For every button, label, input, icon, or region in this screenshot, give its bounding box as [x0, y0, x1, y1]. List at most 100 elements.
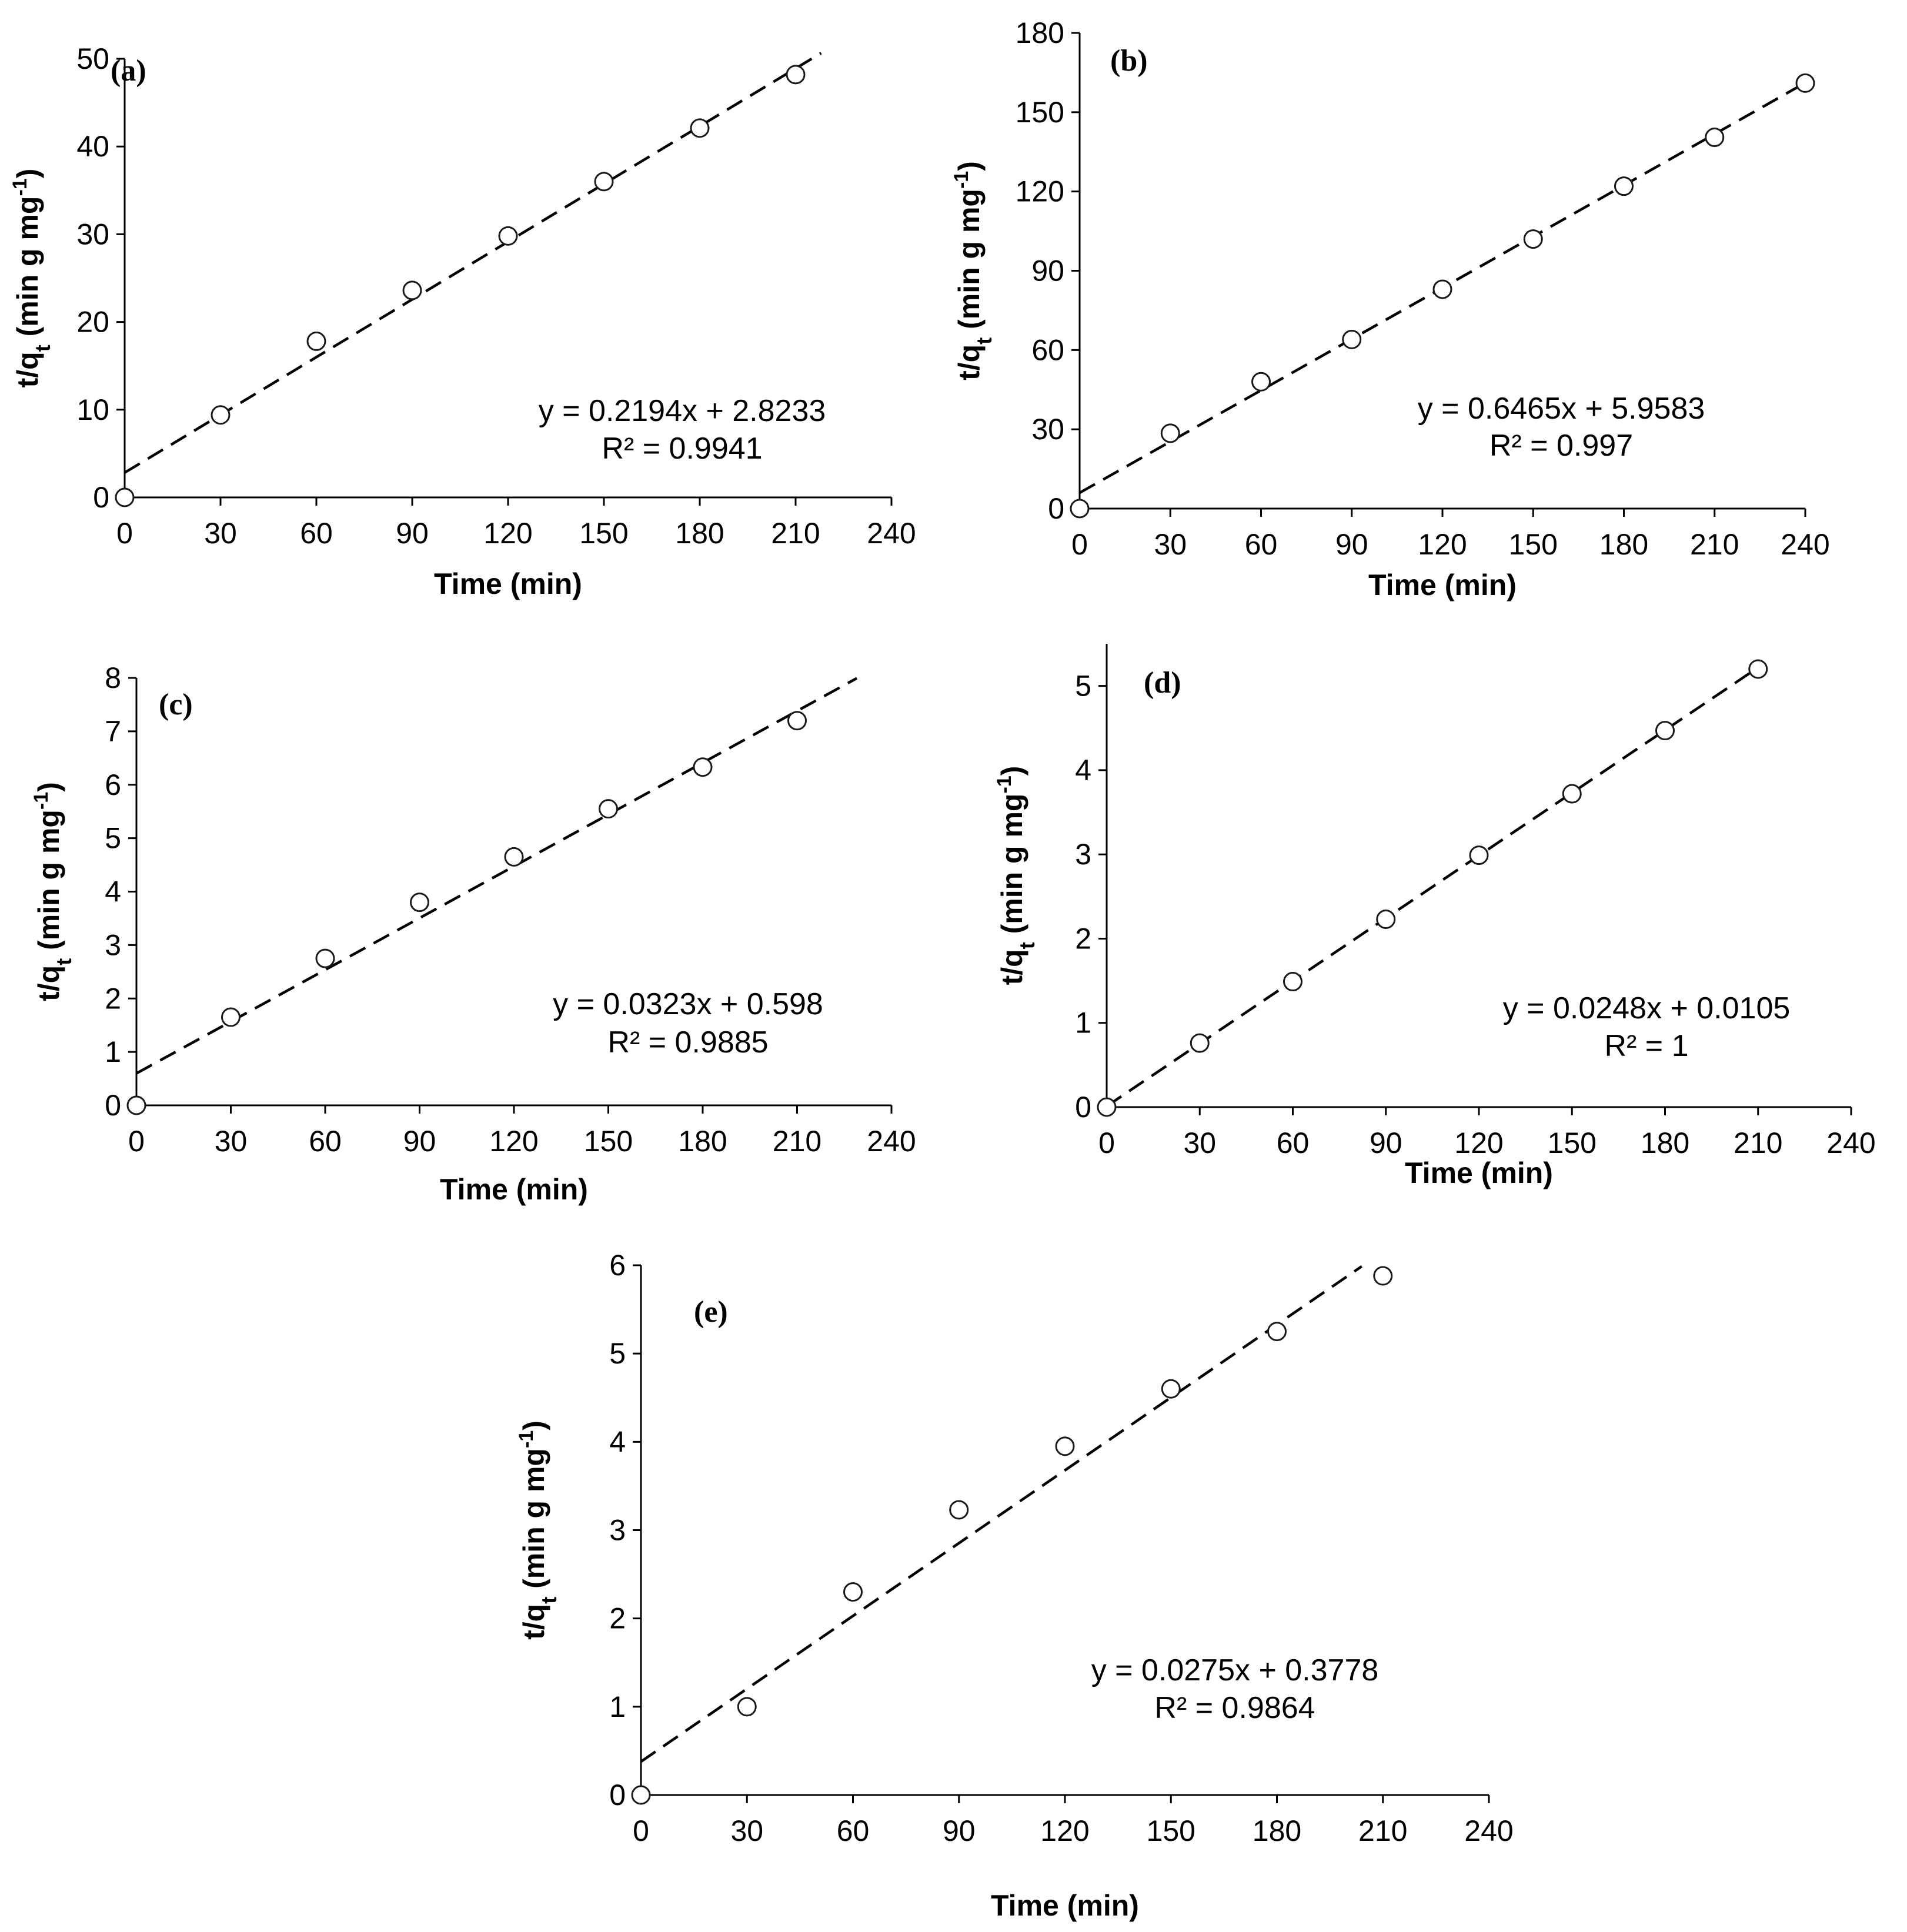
x-axis-label: Time (min): [1405, 1156, 1553, 1189]
y-tick-label: 8: [105, 661, 121, 694]
x-tick-label: 30: [730, 1814, 763, 1847]
x-axis-label: Time (min): [991, 1889, 1139, 1922]
panel-label: (a): [111, 54, 146, 88]
y-axis-label: t/qt (min g mg-1): [515, 1420, 561, 1640]
x-tick-label: 180: [1599, 528, 1648, 561]
y-tick-label: 30: [76, 218, 109, 250]
data-point: [949, 1500, 969, 1520]
x-tick-label: 60: [1245, 528, 1278, 561]
data-point: [126, 1095, 146, 1115]
data-point: [737, 1697, 757, 1717]
data-point: [1055, 1436, 1075, 1456]
x-tick-label: 90: [943, 1814, 976, 1847]
data-point: [1161, 1379, 1181, 1399]
data-point: [787, 711, 807, 731]
y-tick-label: 10: [76, 393, 109, 426]
data-point: [1342, 329, 1362, 349]
y-tick-label: 7: [105, 715, 121, 748]
x-tick-label: 180: [678, 1125, 727, 1158]
x-tick-label: 240: [1826, 1127, 1875, 1159]
x-tick-label: 210: [1734, 1127, 1782, 1159]
x-tick-label: 120: [1418, 528, 1467, 561]
r-squared-label: R² = 0.997: [1489, 429, 1633, 463]
x-tick-label: 150: [579, 517, 628, 550]
panel-label: (b): [1110, 44, 1148, 78]
y-tick-label: 0: [609, 1779, 626, 1811]
x-tick-label: 180: [1253, 1814, 1301, 1847]
r-squared-label: R² = 0.9941: [602, 432, 762, 466]
x-tick-label: 150: [1509, 528, 1558, 561]
y-tick-label: 5: [1075, 670, 1091, 703]
x-tick-label: 30: [1183, 1127, 1216, 1159]
x-tick-label: 180: [675, 517, 724, 550]
x-tick-label: 210: [1358, 1814, 1407, 1847]
y-axis-label: t/qt (min g mg-1): [9, 169, 55, 388]
x-axis-label: Time (min): [440, 1173, 588, 1206]
data-point: [1562, 784, 1582, 804]
y-tick-label: 90: [1031, 255, 1064, 288]
y-tick-label: 4: [609, 1425, 626, 1458]
data-point: [1070, 499, 1090, 519]
data-point: [693, 757, 713, 777]
data-point: [1614, 176, 1634, 196]
x-tick-label: 150: [1147, 1814, 1195, 1847]
y-tick-label: 2: [105, 982, 121, 1015]
x-tick-label: 120: [483, 517, 532, 550]
x-axis-label: Time (min): [1368, 569, 1517, 601]
x-tick-label: 90: [1370, 1127, 1402, 1159]
data-point: [631, 1785, 651, 1805]
x-tick-label: 90: [1335, 528, 1368, 561]
x-tick-label: 240: [1464, 1814, 1513, 1847]
x-tick-label: 0: [1098, 1127, 1115, 1159]
y-tick-label: 3: [609, 1514, 626, 1547]
data-point: [1748, 659, 1768, 679]
y-tick-label: 180: [1016, 16, 1064, 49]
y-tick-label: 20: [76, 306, 109, 339]
data-point: [1097, 1097, 1117, 1117]
y-tick-label: 0: [1048, 492, 1064, 525]
y-tick-label: 4: [105, 875, 121, 908]
x-tick-label: 210: [771, 517, 820, 550]
y-tick-label: 5: [105, 822, 121, 855]
data-point: [594, 172, 614, 192]
data-point: [1190, 1033, 1210, 1053]
r-squared-label: R² = 1: [1604, 1029, 1688, 1063]
y-tick-label: 2: [1075, 922, 1091, 955]
data-point: [1655, 721, 1675, 741]
x-tick-label: 90: [403, 1125, 436, 1158]
data-point: [221, 1007, 241, 1027]
trendline: [640, 1265, 1362, 1763]
y-tick-label: 6: [105, 768, 121, 801]
x-tick-label: 30: [215, 1125, 248, 1158]
data-point: [211, 405, 231, 425]
y-tick-label: 4: [1075, 754, 1091, 787]
data-point: [115, 487, 135, 507]
data-point: [690, 118, 710, 138]
data-point: [402, 280, 422, 300]
panel-label: (e): [694, 1295, 728, 1329]
y-tick-label: 3: [1075, 838, 1091, 871]
data-point: [1795, 73, 1815, 93]
r-squared-label: R² = 0.9885: [607, 1025, 768, 1059]
regression-equation: y = 0.0323x + 0.598: [553, 987, 823, 1021]
y-tick-label: 6: [609, 1249, 626, 1282]
x-axis-label: Time (min): [434, 567, 582, 600]
chart-panel-d: 0 1 2 3 4 5 0 30 60 90 120 150 180 210 240 Time (min) t/…: [993, 644, 1876, 1189]
regression-equation: y = 0.6465x + 5.9583: [1418, 392, 1705, 426]
regression-equation: y = 0.0248x + 0.0105: [1503, 991, 1791, 1025]
x-tick-label: 120: [1040, 1814, 1089, 1847]
x-tick-label: 0: [128, 1125, 145, 1158]
r-squared-label: R² = 0.9864: [1154, 1691, 1315, 1725]
x-tick-label: 90: [396, 517, 429, 550]
y-tick-label: 1: [105, 1035, 121, 1068]
y-tick-label: 1: [1075, 1007, 1091, 1039]
data-point: [410, 893, 429, 912]
data-point: [1469, 845, 1489, 865]
x-tick-label: 60: [309, 1125, 342, 1158]
x-tick-label: 210: [773, 1125, 821, 1158]
data-point: [315, 948, 335, 968]
x-tick-label: 30: [204, 517, 237, 550]
y-tick-label: 3: [105, 928, 121, 961]
y-tick-label: 0: [105, 1089, 121, 1122]
x-tick-label: 180: [1641, 1127, 1689, 1159]
